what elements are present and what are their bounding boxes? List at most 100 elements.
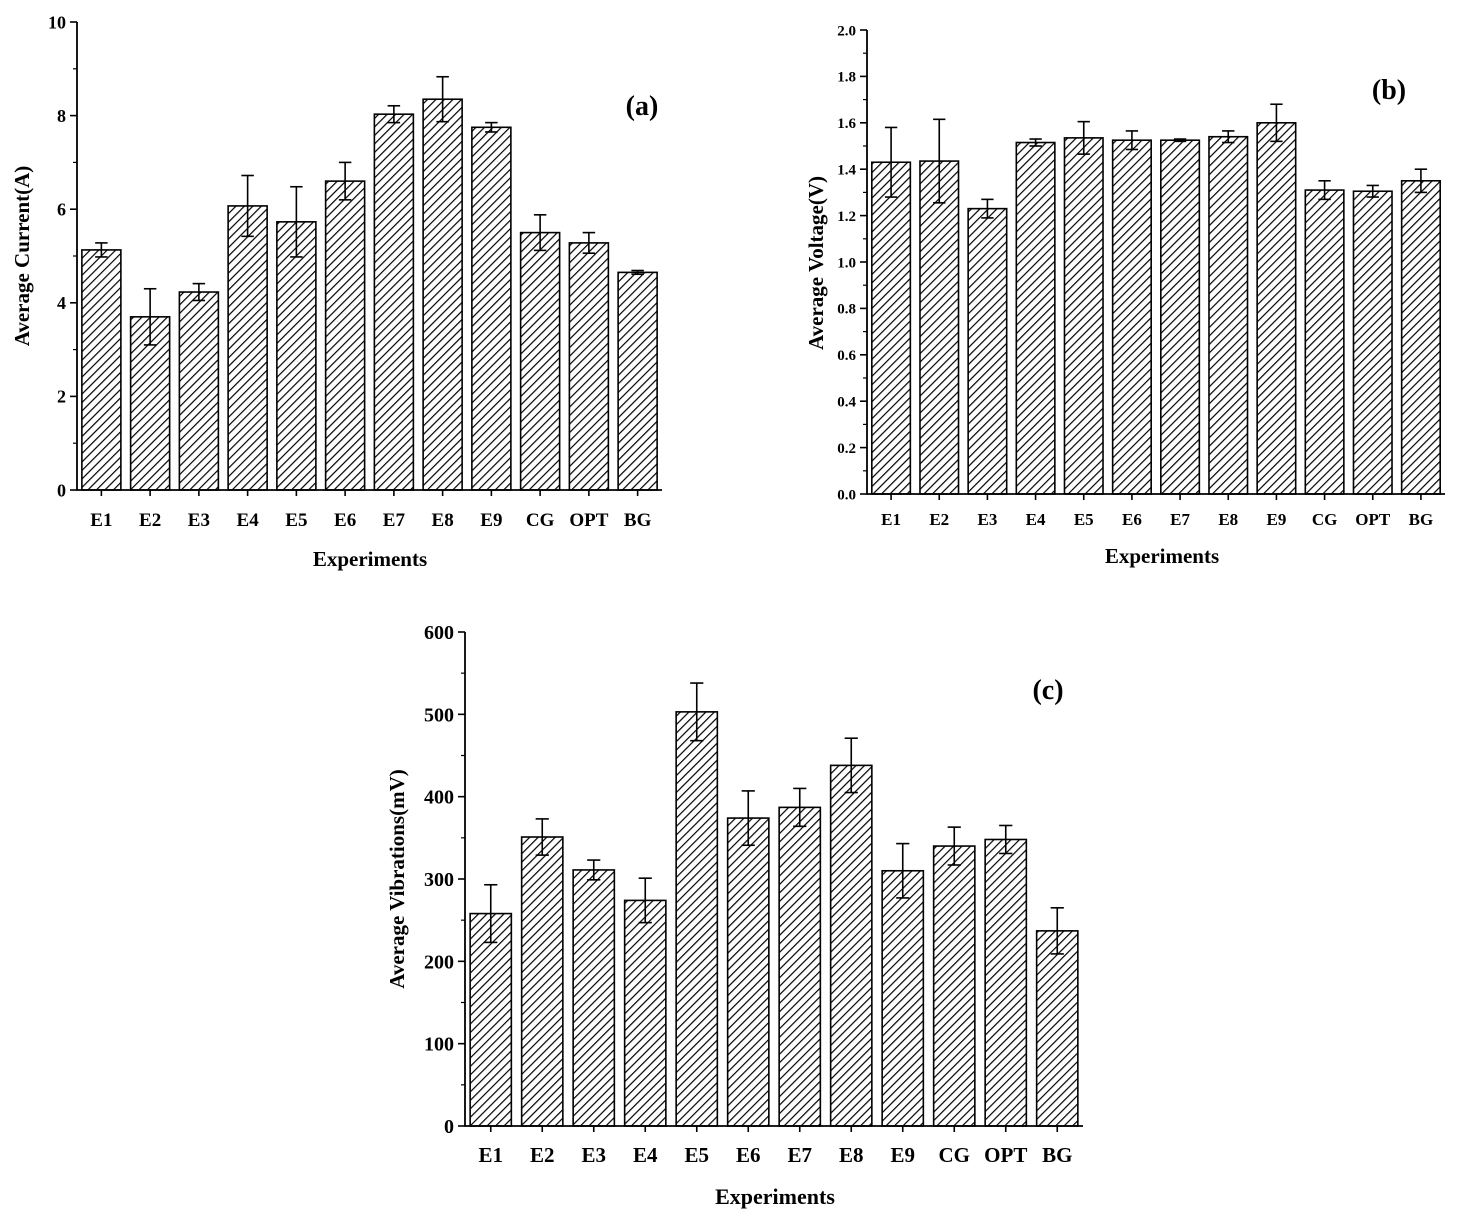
y-tick-label: 1.4 [837, 162, 856, 178]
y-tick-label: 300 [424, 869, 454, 891]
bar [829, 764, 873, 1127]
y-tick-label: 0.8 [837, 302, 856, 318]
chart-panel-b: 0.0 0.2 0.4 0.6 0.8 1.0 1.2 1.4 1.6 1.8 2.0 E1 E2 E3 E… [804, 23, 1445, 568]
x-tick-label: E8 [1218, 510, 1238, 529]
x-axis-title: Experiments [1105, 544, 1219, 568]
bar [932, 845, 976, 1127]
bar [1208, 135, 1249, 495]
bar [520, 836, 564, 1127]
panel-label: (c) [1032, 675, 1063, 706]
bar [568, 242, 610, 491]
x-tick-label: E7 [1170, 510, 1190, 529]
bar [324, 180, 366, 491]
y-tick-label: 400 [424, 787, 454, 809]
x-tick-label: OPT [569, 510, 608, 531]
y-tick-label: 4 [57, 293, 66, 313]
bar [471, 126, 512, 491]
y-tick-label: 1.2 [837, 209, 856, 225]
y-tick-label: 1.6 [837, 116, 856, 132]
x-tick-label: E9 [890, 1143, 915, 1167]
x-tick-label: E4 [237, 510, 260, 531]
bar [726, 817, 770, 1127]
x-tick-label: E9 [1266, 510, 1286, 529]
y-tick-label: 500 [424, 704, 454, 726]
x-tick-label: E6 [736, 1143, 761, 1167]
x-tick-label: CG [1312, 510, 1338, 529]
y-tick-label: 200 [424, 951, 454, 973]
y-tick-label: 0 [444, 1116, 454, 1138]
bar [519, 231, 561, 491]
bar [675, 711, 719, 1127]
x-tick-label: CG [526, 510, 555, 531]
x-tick-label: E1 [478, 1143, 503, 1167]
x-tick-label: E5 [285, 510, 307, 531]
y-tick-label: 8 [57, 106, 66, 126]
x-tick-label: E8 [839, 1143, 864, 1167]
x-tick-label: E1 [881, 510, 901, 529]
panel-label: (a) [626, 91, 659, 122]
x-tick-label: E2 [139, 510, 161, 531]
y-tick-label: 600 [424, 622, 454, 644]
y-tick-label: 0.4 [837, 394, 856, 410]
y-tick-label: 2.0 [837, 23, 856, 39]
bar [1015, 141, 1056, 495]
x-tick-label: E7 [383, 510, 406, 531]
x-tick-label: E4 [1026, 510, 1046, 529]
bar [469, 912, 513, 1127]
bar [617, 271, 658, 491]
chart-panel-a: 0 2 4 6 8 10 E1 E2 E3 E4 E5 E6 E7 E8 E9 CG OPT BG (a) Exp… [10, 12, 662, 571]
x-tick-label: E8 [432, 510, 454, 531]
bar [778, 806, 822, 1127]
bar [422, 98, 463, 491]
bar [81, 249, 122, 491]
y-tick-label: 10 [48, 12, 66, 32]
y-axis-title: Average Voltage(V) [804, 176, 828, 350]
bar [572, 869, 616, 1127]
bar [1111, 139, 1152, 495]
y-tick-label: 1.8 [837, 70, 856, 86]
x-tick-label: BG [1409, 510, 1434, 529]
bar [227, 205, 268, 491]
x-tick-label: E6 [334, 510, 356, 531]
x-tick-label: E5 [684, 1143, 709, 1167]
x-tick-label: E3 [977, 510, 997, 529]
x-tick-label: E3 [188, 510, 210, 531]
bar [1035, 930, 1079, 1127]
bar [1063, 137, 1104, 495]
bar [1400, 180, 1441, 495]
bar [919, 160, 960, 495]
panel-label: (b) [1372, 75, 1406, 106]
x-tick-label: E3 [581, 1143, 606, 1167]
bar [1352, 190, 1393, 495]
y-tick-label: 100 [424, 1034, 454, 1056]
x-tick-label: E4 [633, 1143, 658, 1167]
y-tick-label: 0.0 [837, 487, 856, 503]
y-tick-label: 2 [57, 387, 66, 407]
x-tick-label: E2 [929, 510, 949, 529]
x-tick-label: E1 [90, 510, 112, 531]
y-tick-label: 0 [57, 480, 66, 500]
y-axis-title: Average Current(A) [10, 166, 34, 347]
bar [276, 221, 317, 491]
bar [623, 899, 667, 1127]
bar [1160, 139, 1201, 495]
y-tick-label: 0.6 [837, 348, 856, 364]
x-tick-label: OPT [984, 1143, 1027, 1167]
x-tick-label: OPT [1355, 510, 1391, 529]
bar [178, 291, 220, 491]
y-axis-title: Average Vibrations(mV) [385, 769, 409, 989]
x-tick-label: E9 [480, 510, 502, 531]
bar [871, 161, 912, 495]
x-axis-title: Experiments [715, 1184, 835, 1209]
bar [984, 838, 1028, 1127]
x-tick-label: CG [939, 1143, 971, 1167]
y-tick-label: 6 [57, 200, 66, 220]
x-tick-label: E6 [1122, 510, 1142, 529]
x-tick-label: BG [1042, 1143, 1072, 1167]
x-tick-label: BG [624, 510, 652, 531]
bar [373, 113, 415, 491]
x-axis-title: Experiments [313, 547, 427, 571]
bar [1256, 122, 1297, 495]
x-tick-label: E2 [530, 1143, 555, 1167]
